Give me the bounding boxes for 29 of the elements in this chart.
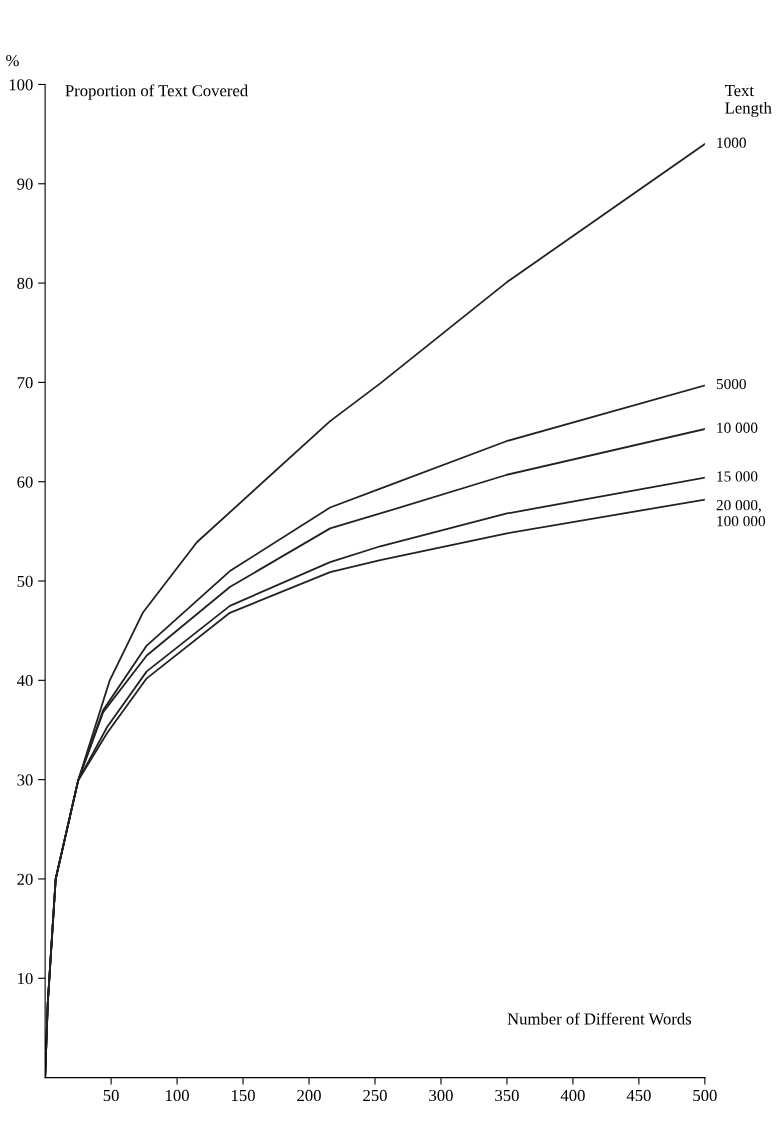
x-tick-label: 100: [166, 1089, 189, 1102]
y-tick-label: 40: [16, 675, 33, 687]
series-label: 5000: [716, 378, 746, 390]
x-tick-label: 150: [232, 1089, 255, 1102]
series-label: 20 000, 100 000: [716, 500, 766, 527]
x-tick-label: 400: [560, 1089, 585, 1102]
x-axis-title: Number of Different Words: [507, 1012, 692, 1025]
y-tick-label: 100: [9, 79, 33, 91]
x-tick-label: 450: [626, 1089, 651, 1102]
y-tick-label: 90: [17, 178, 33, 190]
series-label: 10 000: [717, 422, 758, 433]
x-tick-label: 50: [103, 1089, 119, 1102]
y-tick-label: 70: [17, 377, 33, 389]
y-axis-title: Proportion of Text Covered: [65, 84, 248, 100]
y-tick-label: 50: [17, 575, 33, 587]
text: %: [6, 54, 19, 67]
y-tick-label: 60: [17, 476, 33, 488]
series-label: 15 000: [717, 471, 758, 482]
x-tick-label: 350: [495, 1089, 519, 1102]
y-tick-label: 30: [17, 774, 33, 786]
y-tick-label: 10: [18, 972, 33, 985]
x-tick-label: 200: [297, 1089, 321, 1102]
x-tick-label: 300: [429, 1089, 453, 1102]
x-tick-label: 500: [693, 1089, 717, 1102]
y-tick-label: 20: [17, 873, 33, 885]
y-tick-label: 80: [17, 277, 33, 290]
series-label: 1000: [717, 137, 746, 148]
legend-title: Text Length: [724, 85, 772, 118]
x-tick-label: 250: [363, 1089, 387, 1102]
